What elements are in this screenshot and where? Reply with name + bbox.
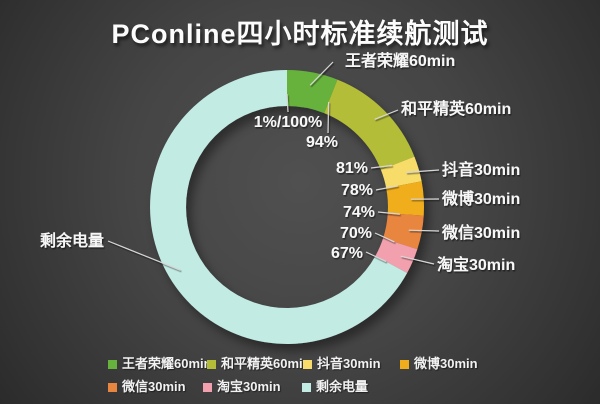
donut-segment-5 [375, 238, 418, 273]
callout-line [107, 240, 181, 271]
donut-annotations: 1%/100% 94% 81% 78% 74% 70% 67% 王者荣耀60min 和平精英60… [40, 51, 520, 274]
segment-callout-label: 王者荣耀60min [345, 51, 455, 70]
donut-segment-2 [380, 156, 422, 189]
segment-callout-label: 微信30min [441, 223, 520, 242]
donut-segment-4 [383, 213, 424, 250]
tick-line [365, 251, 387, 262]
segment-callout-label: 抖音30min [442, 160, 520, 179]
tick-label: 74% [343, 204, 375, 221]
donut-segment-0 [287, 70, 338, 114]
tick-line [286, 93, 289, 113]
donut-segment-1 [324, 79, 415, 170]
tick-label: 1%/100% [254, 114, 323, 131]
tick-line [374, 232, 395, 243]
segment-callout-label: 微博30min [441, 189, 520, 208]
segment-callout-label: 剩余电量 [40, 231, 104, 250]
donut-segments [150, 70, 424, 344]
tick-line [377, 211, 400, 215]
callout-line [400, 255, 435, 265]
callout-line [309, 61, 334, 86]
tick-label: 94% [306, 134, 338, 151]
tick-line [370, 164, 393, 169]
tick-label: 78% [341, 182, 373, 199]
tick-line [375, 185, 399, 191]
donut-segment-3 [386, 181, 424, 216]
tick-label: 67% [331, 245, 363, 262]
tick-label: 70% [340, 225, 372, 242]
callout-line [408, 229, 440, 232]
tick-label: 81% [336, 160, 368, 177]
segment-callout-label: 和平精英60min [401, 99, 511, 118]
segment-callout-label: 淘宝30min [437, 255, 515, 274]
callout-line [374, 109, 399, 120]
tick-line [327, 101, 330, 134]
callout-line [406, 169, 440, 173]
chart-title: PConline四小时标准续航测试 [111, 19, 489, 49]
